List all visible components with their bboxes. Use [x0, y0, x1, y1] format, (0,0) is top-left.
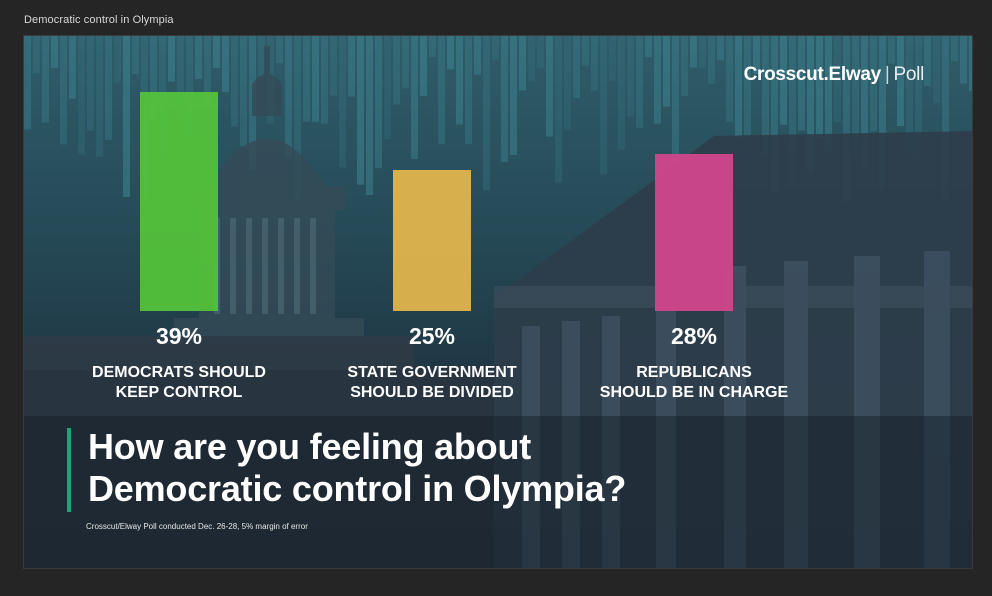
crosscut-elway-logo: Crosscut.Elway | Poll — [743, 64, 925, 85]
category-label: Republicans should be in charge — [599, 364, 789, 401]
headline-line-2: Democratic control in Olympia? — [88, 468, 627, 509]
headline: How are you feeling about Democratic con… — [88, 426, 848, 510]
category-label: Democrats should keep control — [92, 364, 266, 401]
footnote: Crosscut/Elway Poll conducted Dec. 26-28… — [86, 522, 308, 531]
bar-value-label: 39% — [155, 323, 203, 349]
bar-value-label: 25% — [408, 323, 456, 349]
bar-value-label: 28% — [670, 323, 718, 349]
bar-3 — [655, 153, 733, 311]
bar-1 — [140, 91, 218, 311]
category-label: State government should be divided — [347, 364, 517, 401]
poll-graphic: Crosscut.Elway | Poll 39% Democrats should k… — [23, 35, 973, 569]
bar-2 — [393, 170, 471, 311]
accent-line — [67, 428, 71, 512]
headline-line-1: How are you feeling about — [88, 426, 532, 467]
page-caption: Democratic control in Olympia — [24, 14, 174, 26]
capitol-background — [24, 36, 972, 568]
